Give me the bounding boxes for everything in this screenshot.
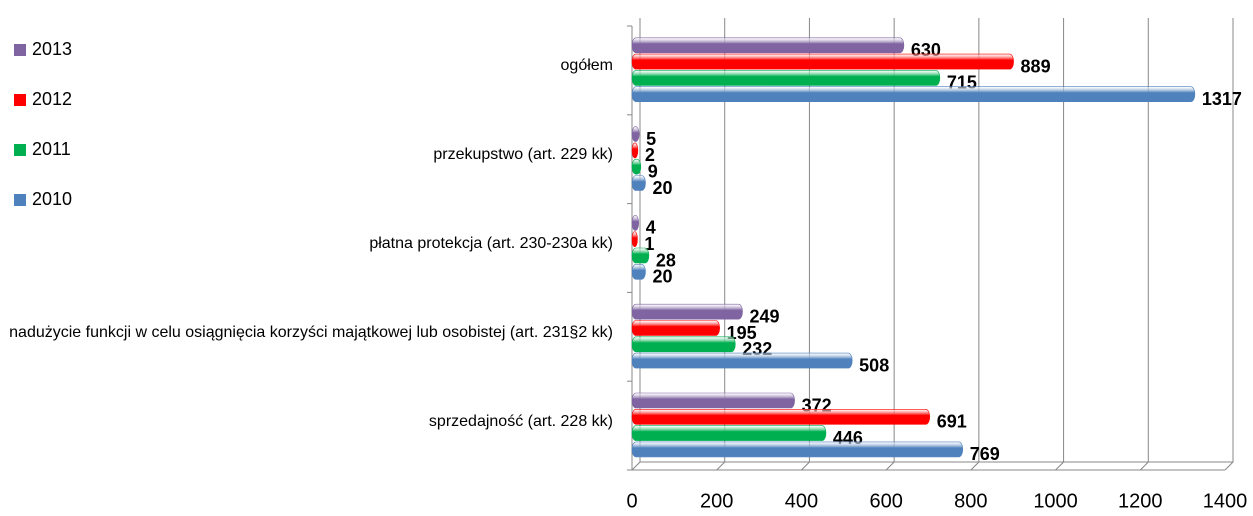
data-label: 1317 [1202,89,1242,109]
x-tick-label: 0 [626,490,637,512]
x-tick-label: 1200 [1118,490,1163,512]
legend-swatch [14,94,26,106]
y-tick-label: sprzedajność (art. 228 kk) [428,412,613,430]
data-label: 20 [652,178,672,198]
data-label: 508 [859,355,889,375]
bar [631,441,964,458]
data-label: 2 [645,145,655,165]
data-label: 20 [652,267,672,287]
x-tick-label: 1000 [1033,490,1078,512]
data-label: 1 [644,234,654,254]
data-label: 5 [646,129,656,149]
bar [631,247,650,264]
x-tick-label: 1400 [1203,490,1248,512]
bar [631,352,853,369]
bar [631,175,646,191]
data-label: 889 [1021,56,1051,76]
bar [631,70,941,86]
data-label: 28 [656,250,676,270]
y-tick-label: nadużycie funkcji w celu osiągnięcia kor… [9,323,613,341]
legend-label: 2010 [32,189,72,209]
data-label: 9 [648,161,658,181]
data-label: 4 [646,218,656,238]
grid-line [1224,18,1234,471]
bar [631,37,905,54]
y-tick-label: płatna protekcja (art. 230-230a kk) [369,235,613,252]
bar [631,86,1196,102]
bar [631,408,930,425]
y-tick-label: ogółem [560,57,613,75]
bar [631,126,640,142]
data-label: 195 [727,323,757,343]
legend-swatch [14,44,26,56]
bar [631,336,736,353]
bar [631,231,638,247]
legend-label: 2011 [32,139,71,159]
grid-line [801,18,810,471]
data-label: 769 [970,444,1000,464]
y-tick-label: przekupstwo (art. 229 kk) [433,146,613,164]
bar [631,425,827,441]
bar [631,320,720,336]
legend-label: 2012 [32,89,72,109]
grid-line [1139,18,1149,471]
data-label: 249 [749,306,779,326]
bar [631,215,639,231]
grid-line [970,18,980,471]
grid-line [716,18,726,471]
legend-label: 2013 [32,39,72,59]
grid-line [1055,18,1065,471]
bar [631,142,639,159]
x-tick-label: 800 [954,490,987,512]
x-tick-label: 200 [700,490,733,512]
bar [631,53,1014,70]
x-tick-label: 600 [869,490,902,512]
bar [631,158,642,175]
data-label: 691 [937,412,967,432]
legend-swatch [14,144,26,156]
grid-line [885,18,895,471]
bar [631,303,743,320]
x-tick-label: 400 [785,490,818,512]
bar [631,263,646,280]
legend-swatch [14,194,26,206]
bar [631,392,795,409]
